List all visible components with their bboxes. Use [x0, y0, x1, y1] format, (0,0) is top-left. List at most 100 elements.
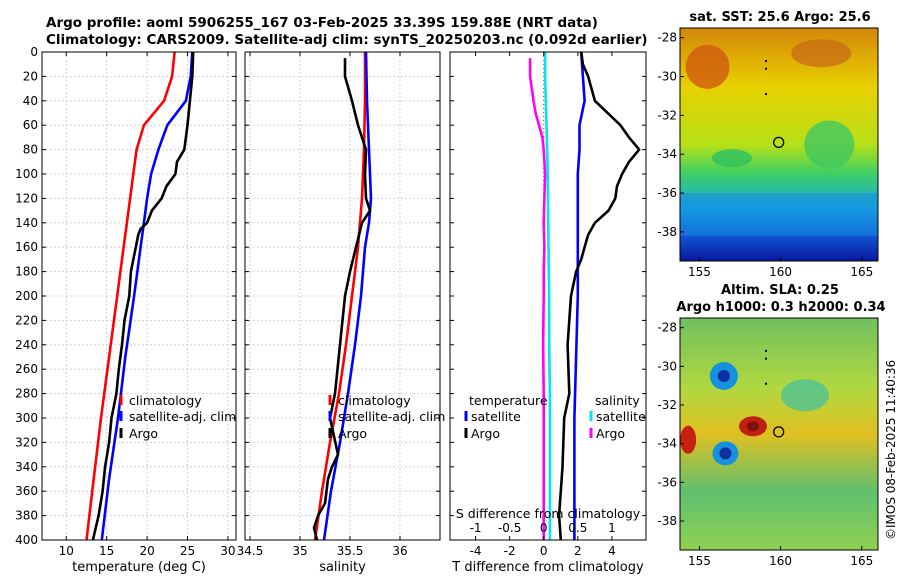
- y-tick-label: -38: [657, 225, 677, 239]
- series-line-argo: [91, 51, 195, 541]
- warm-patch: [791, 39, 852, 68]
- x-tick-label: 0: [540, 544, 548, 558]
- sst-map: 155 160 165 -28 -30 -32 -34 -36 -38: [657, 27, 879, 279]
- high-eddy: [680, 425, 697, 454]
- y-tick-label: 200: [15, 289, 38, 303]
- figure-title-line2: Climatology: CARS2009. Satellite-adj cli…: [46, 32, 648, 48]
- legend-label: Argo: [471, 426, 500, 441]
- x-tick-label: 25: [180, 544, 195, 558]
- difference-panel: -4 -2 0 2 4 -1 -0.5 0 0.5 1S difference from clim…: [449, 51, 647, 575]
- x-axis-label: temperature (deg C): [72, 560, 206, 575]
- y-tick-label: 340: [15, 460, 38, 474]
- sla-map: 155 160 165 -28 -30 -32 -34 -36 -38: [657, 317, 879, 568]
- x-tick-label: 155: [688, 265, 711, 279]
- y-tick-label: 260: [15, 362, 38, 376]
- sst-map-title: sat. SST: 25.6 Argo: 25.6: [689, 10, 871, 25]
- x-tick-label: 165: [850, 265, 873, 279]
- low-eddy-core: [719, 447, 732, 460]
- top-x-tick-label: -1: [470, 521, 482, 535]
- x-tick-label: 10: [59, 544, 74, 558]
- series-line-s-argo: [528, 58, 547, 540]
- y-tick-label: 120: [15, 191, 38, 205]
- x-tick-label: 4: [608, 544, 616, 558]
- track-dot: [765, 357, 768, 360]
- y-tick-label: 220: [15, 313, 38, 327]
- x-tick-label: 20: [139, 544, 154, 558]
- argo-location-marker: [773, 426, 785, 438]
- cool-patch: [711, 149, 752, 168]
- low-eddy-core: [717, 370, 730, 382]
- map-frame: [679, 27, 879, 262]
- y-tick-label: 360: [15, 484, 38, 498]
- x-axis-label: T difference from climatology: [451, 560, 644, 575]
- track-dot: [765, 67, 768, 70]
- y-tick-label: 400: [15, 533, 38, 547]
- y-tick-label: 140: [15, 216, 38, 230]
- top-x-tick-label: 0.5: [568, 521, 587, 535]
- figure-title-line1: Argo profile: aoml 5906255_167 03-Feb-20…: [46, 15, 598, 31]
- salinity-panel: 34.5 35 35.5 36 salinity climatologysatellite…: [237, 51, 445, 575]
- x-tick-label: 155: [688, 554, 711, 568]
- temperature-panel: 10 15 20 25 30020406080100120140160180200220…: [15, 45, 237, 575]
- y-tick-label: -32: [657, 398, 677, 412]
- y-tick-label: 380: [15, 509, 38, 523]
- y-tick-label: 160: [15, 240, 38, 254]
- argo-location-marker: [773, 136, 785, 149]
- map-frame: [679, 317, 879, 551]
- y-tick-label: 20: [23, 69, 38, 83]
- x-tick-label: 2: [574, 544, 582, 558]
- legend-label: satellite-adj. clim: [129, 409, 236, 424]
- y-tick-label: 300: [15, 411, 38, 425]
- y-tick-label: -32: [657, 108, 677, 122]
- legend-label: climatology: [129, 393, 202, 408]
- cold-band: [680, 193, 878, 236]
- legend-label: satellite: [596, 409, 646, 424]
- y-tick-label: 180: [15, 265, 38, 279]
- y-tick-label: 240: [15, 338, 38, 352]
- sla-map-title-line1: Altim. SLA: 0.25: [721, 283, 839, 298]
- cool-patch: [804, 120, 855, 169]
- y-tick-label: -34: [657, 147, 677, 161]
- x-axis-label: salinity: [319, 560, 366, 575]
- series-line-t-argo: [557, 51, 641, 541]
- y-tick-label: -36: [657, 186, 677, 200]
- y-tick-label: 0: [30, 45, 38, 59]
- y-tick-label: -30: [657, 70, 677, 84]
- x-tick-label: -4: [470, 544, 482, 558]
- top-x-tick-label: 0: [540, 521, 548, 535]
- x-tick-label: 30: [220, 544, 235, 558]
- legend-label: satellite-adj. clim: [338, 409, 445, 424]
- series-line-s-satellite: [543, 52, 552, 540]
- x-tick-label: -2: [504, 544, 516, 558]
- top-x-tick-label: -0.5: [498, 521, 521, 535]
- series-line-satellite-adj-clim: [322, 51, 373, 541]
- x-tick-label: 35: [292, 544, 307, 558]
- y-tick-label: -34: [657, 437, 677, 451]
- y-tick-label: 320: [15, 435, 38, 449]
- x-tick-label: 160: [769, 265, 792, 279]
- y-tick-label: -36: [657, 475, 677, 489]
- y-tick-label: -28: [657, 321, 677, 335]
- legend-label: climatology: [338, 393, 411, 408]
- legend-title-salinity: salinity: [595, 393, 640, 408]
- legend-label: Argo: [338, 426, 367, 441]
- x-tick-label: 15: [99, 544, 114, 558]
- neutral-patch: [780, 379, 829, 412]
- top-x-tick-label: 1: [608, 521, 616, 535]
- sla-map-title-line2: Argo h1000: 0.3 h2000: 0.34: [676, 300, 886, 315]
- track-dot: [765, 60, 768, 63]
- y-tick-label: -28: [657, 31, 677, 45]
- x-tick-label: 36: [392, 544, 407, 558]
- track-dot: [765, 93, 768, 96]
- y-tick-label: 40: [23, 94, 38, 108]
- top-x-axis-label: S difference from climatology: [456, 506, 641, 521]
- track-dot: [765, 349, 768, 352]
- high-eddy-core: [747, 421, 760, 432]
- y-tick-label: 60: [23, 118, 38, 132]
- series-line-climatology: [85, 51, 176, 541]
- series-line-argo: [312, 58, 372, 541]
- sla-field: [680, 318, 878, 550]
- track-dot: [765, 382, 768, 385]
- y-tick-label: 100: [15, 167, 38, 181]
